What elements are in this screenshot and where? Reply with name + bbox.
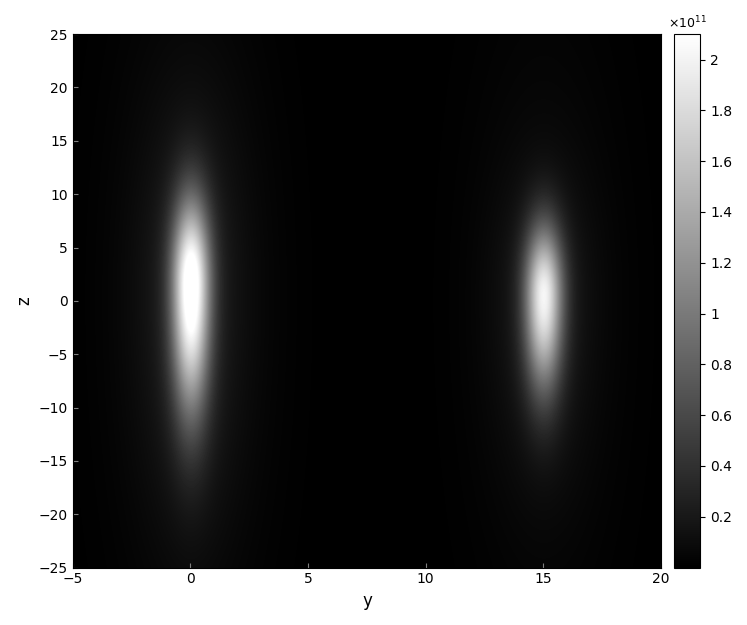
Y-axis label: z: z (15, 296, 33, 305)
X-axis label: y: y (362, 592, 372, 610)
Title: $\times 10^{11}$: $\times 10^{11}$ (668, 15, 707, 32)
